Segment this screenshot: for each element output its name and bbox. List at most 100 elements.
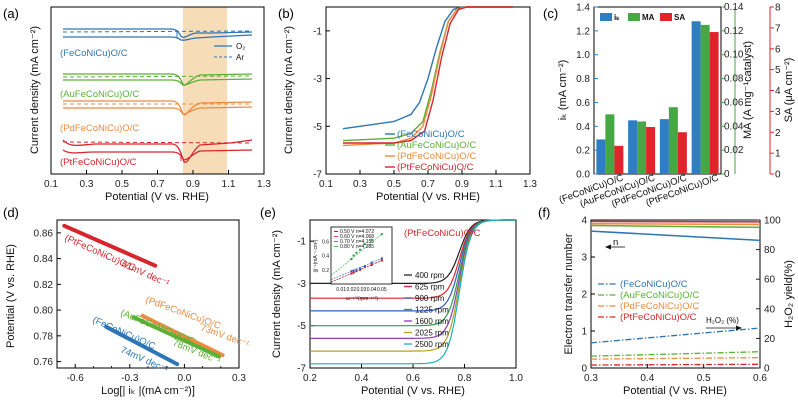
- panel-c-left-ytick-label: 1.4: [576, 3, 590, 14]
- panel-b-ylabel: Current density (mA cm⁻²): [283, 26, 295, 154]
- panel-d-ytick-label: 0.82: [34, 280, 54, 291]
- panel-f-legend-label: (PtFeCoNiCu)O/C: [620, 312, 697, 323]
- panel-c-legend: iₖ MA SA: [600, 13, 685, 22]
- panel-e-inset-fit: [330, 233, 382, 276]
- panel-e-inset-point: [355, 251, 358, 254]
- panel-f-xtick-label: 0.6: [753, 373, 767, 384]
- panel-f-h2o2-line: [590, 356, 761, 360]
- panel-b-ticks: 0.1 0.3 0.5 0.7 0.9 1.1 1.3 -1 -3 -5 -7: [313, 26, 537, 190]
- panel-c-legend-ik-swatch: [600, 13, 612, 21]
- panel-e-legend-label: 1225 rpm: [415, 306, 449, 315]
- panel-b-xtick-label: 0.5: [387, 179, 401, 190]
- panel-a-xtick-label: 0.1: [44, 179, 58, 190]
- panel-f-ylabel-right: H₂O₂ yield(%): [783, 260, 795, 328]
- panel-b-xtick-label: 1.1: [489, 179, 503, 190]
- panel-f-right-ytick-label: 60: [764, 275, 776, 286]
- panel-a-curve-ptfeconicu-o2-return: [62, 149, 253, 161]
- panel-d-ytick-label: 0.80: [34, 306, 54, 317]
- panel-b-curve: [342, 6, 513, 130]
- panel-c-mid-ytick-label: 0.14: [724, 2, 744, 13]
- panel-e-inset-legend-label: 0.80 V n=4.385: [340, 244, 374, 250]
- panel-e-inset-point: [380, 233, 383, 236]
- panel-e-xtick-label: 0.4: [355, 373, 369, 384]
- panel-e-inset-point: [350, 258, 353, 261]
- panel-e-inset-point: [359, 268, 362, 271]
- panel-e-inset-xtick: 0.03: [357, 287, 367, 293]
- panel-a-curve-aufeconicu-o2: [63, 73, 253, 86]
- panel-e-inset-point: [363, 265, 366, 268]
- panel-c-bar: [659, 119, 669, 174]
- panel-e-inset-point: [352, 254, 355, 257]
- panel-f-n-arrowhead: [605, 244, 611, 250]
- panel-c-bar: [691, 21, 701, 174]
- panel-e-inset-point: [370, 261, 373, 264]
- panel-a-curve-feconicu-ar: [62, 30, 253, 33]
- panel-f-h2o2-line: [590, 351, 761, 357]
- panel-c-mid-ytick-label: 0.02: [724, 145, 744, 156]
- panel-f-xtick-label: 0.3: [584, 373, 598, 384]
- panel-e-inset-ytick: 0.6: [322, 239, 329, 245]
- panel-e: (e) 0.2 0.4 0.6 0.8 1.0 -1 -3 -5 -7 400 rpm 625 r…: [260, 205, 523, 397]
- panel-d-ytick-label: 0.84: [34, 254, 54, 265]
- panel-e-inset-plot: 0.01 0.02 0.03 0.04 0.05 0.2 0.4 0.6 0.50 V n=4.…: [322, 229, 387, 293]
- panel-a-label-feconicu: (FeCoNiCu)O/C: [60, 48, 128, 59]
- panel-e-inset-ytick: 0.4: [322, 254, 329, 260]
- panel-e-ytick-label: -1: [297, 237, 306, 248]
- panel-b-curves: [342, 6, 513, 147]
- panel-f-xtick-label: 0.5: [697, 373, 711, 384]
- panel-c-left-ytick-label: 0.4: [576, 122, 590, 133]
- panel-c-mid-ytick-label: 0.08: [724, 74, 744, 85]
- panel-a-ylabel: Current density (mA cm⁻²): [29, 26, 41, 154]
- panel-a-xtick-label: 0.5: [115, 179, 129, 190]
- panel-b-xtick-label: 0.9: [455, 179, 469, 190]
- panel-c-bar: [700, 24, 710, 175]
- panel-f-xtick-label: 0.4: [640, 373, 654, 384]
- panel-e-xtick-label: 0.2: [303, 373, 317, 384]
- panel-c-right-ytick-label: 5: [775, 65, 781, 76]
- panel-d-ticks: -0.6 -0.3 0.0 0.3 0.76 0.78 0.80 0.82 0.84 0.86: [34, 228, 247, 384]
- panel-c: (c) 0.00.20.40.60.81.01.21.400.020.040.0…: [543, 2, 795, 210]
- panel-f-n-line: [590, 224, 761, 229]
- panel-e-inset-point: [363, 243, 366, 246]
- panel-a-highlight-band: [183, 7, 227, 174]
- panel-d-xtick-label: 0.3: [232, 373, 246, 384]
- panel-c-bar: [677, 132, 687, 174]
- panel-c-right-ytick-label: 3: [775, 107, 781, 118]
- panel-f-left-ytick-label: 0: [581, 364, 587, 375]
- panel-b-label: (b): [278, 6, 294, 21]
- panel-e-inset-point: [370, 263, 373, 266]
- panel-d-label: (d): [3, 205, 19, 220]
- panel-e-inset-point: [359, 267, 362, 270]
- panel-f-left-ytick-label: 1: [581, 327, 587, 338]
- panel-d-ytick-label: 0.76: [34, 357, 54, 368]
- panel-f-left-ytick-label: 4: [581, 216, 587, 227]
- panel-e-inset-xlabel: ω⁻¹ᐟ²(rpm⁻¹ᐟ²): [346, 296, 378, 302]
- panel-c-bar: [646, 127, 656, 174]
- panel-d-xtick-label: -0.6: [67, 373, 85, 384]
- panel-c-left-ytick-label: 0.8: [576, 74, 590, 85]
- panel-e-label: (e): [260, 205, 276, 220]
- panel-a-label-aufeconicu: (AuFeCoNiCu)O/C: [60, 89, 139, 100]
- panel-c-mid-ytick-label: 0.04: [724, 121, 744, 132]
- panel-e-inset-point: [350, 272, 353, 275]
- panel-d-xlabel: Log[| iₖ |(mA cm⁻²)]: [101, 385, 195, 397]
- panel-d-series-line: [104, 324, 180, 367]
- panel-a: (a) 0.1 0.3 0.5 0.7 0.9 1.1 1.3 Potential (V v…: [3, 6, 271, 203]
- panel-c-mid-ytick-label: 0.10: [724, 50, 744, 61]
- panel-c-right-ytick-label: 0: [775, 170, 781, 181]
- panel-d-series-line: [140, 313, 225, 358]
- panel-e-xtick-label: 0.8: [458, 373, 472, 384]
- panel-f-left-ytick-label: 3: [581, 253, 587, 264]
- panel-e-inset-point: [355, 270, 358, 273]
- panel-e-ytick-label: -7: [297, 364, 306, 375]
- panel-e-legend-label: 900 rpm: [415, 294, 445, 303]
- panel-f-h2o2-line: [590, 327, 761, 344]
- panel-b-ytick-label: -3: [313, 74, 322, 85]
- panel-e-inset-point: [380, 259, 383, 262]
- panel-e-legend-label: 625 rpm: [415, 283, 445, 292]
- panel-b-legend-2: (AuFeCoNiCu)O/C: [397, 140, 476, 151]
- panel-c-right-ytick-label: 6: [775, 44, 781, 55]
- panel-c-mid-ytick-label: 0.12: [724, 26, 744, 37]
- panel-a-legend-o2: O₂: [236, 42, 245, 51]
